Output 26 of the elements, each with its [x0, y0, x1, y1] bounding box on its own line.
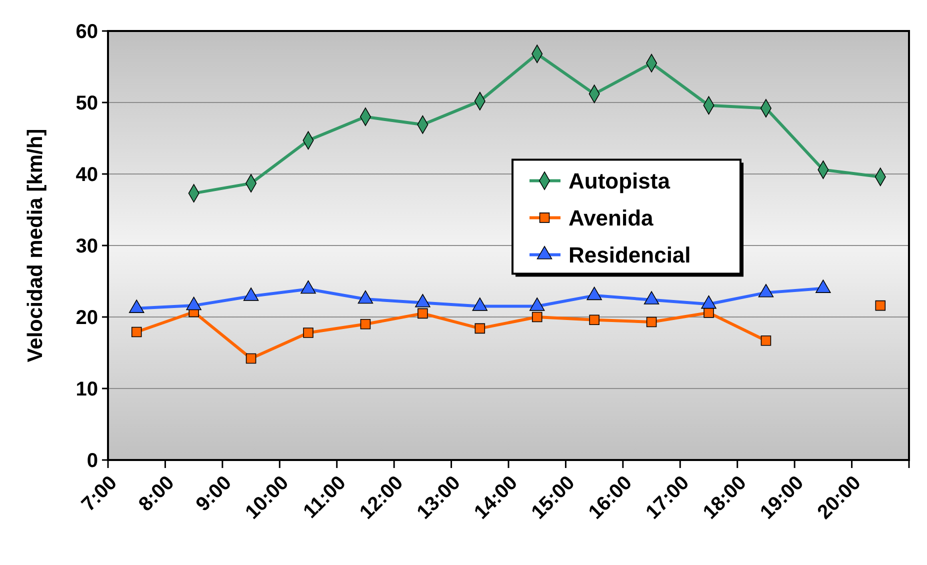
y-tick-label: 30 [76, 236, 98, 258]
x-tick-label: 8:00 [134, 472, 179, 516]
y-tick-label: 20 [76, 307, 98, 329]
point [532, 312, 542, 322]
legend-label: Avenida [568, 205, 654, 230]
y-tick-label: 10 [76, 378, 98, 400]
point [704, 308, 714, 318]
x-tick-label: 7:00 [78, 472, 122, 516]
legend-label: Residencial [568, 242, 691, 268]
point [646, 316, 657, 328]
point [246, 353, 256, 364]
y-tick-label: 50 [76, 92, 98, 114]
point [303, 328, 314, 338]
y-tick-label: 40 [76, 164, 98, 186]
point [875, 300, 886, 311]
y-tick-label: 60 [76, 21, 98, 43]
y-axis-title: Velocidad media [km/h] [24, 128, 47, 362]
point [360, 319, 371, 330]
point [131, 326, 142, 338]
point [418, 308, 428, 319]
x-tick-label: 9:00 [192, 472, 236, 516]
y-tick-label: 0 [86, 450, 98, 472]
point [589, 314, 600, 326]
point [760, 335, 772, 346]
point [474, 323, 486, 334]
legend-label: Autopista [568, 168, 671, 194]
